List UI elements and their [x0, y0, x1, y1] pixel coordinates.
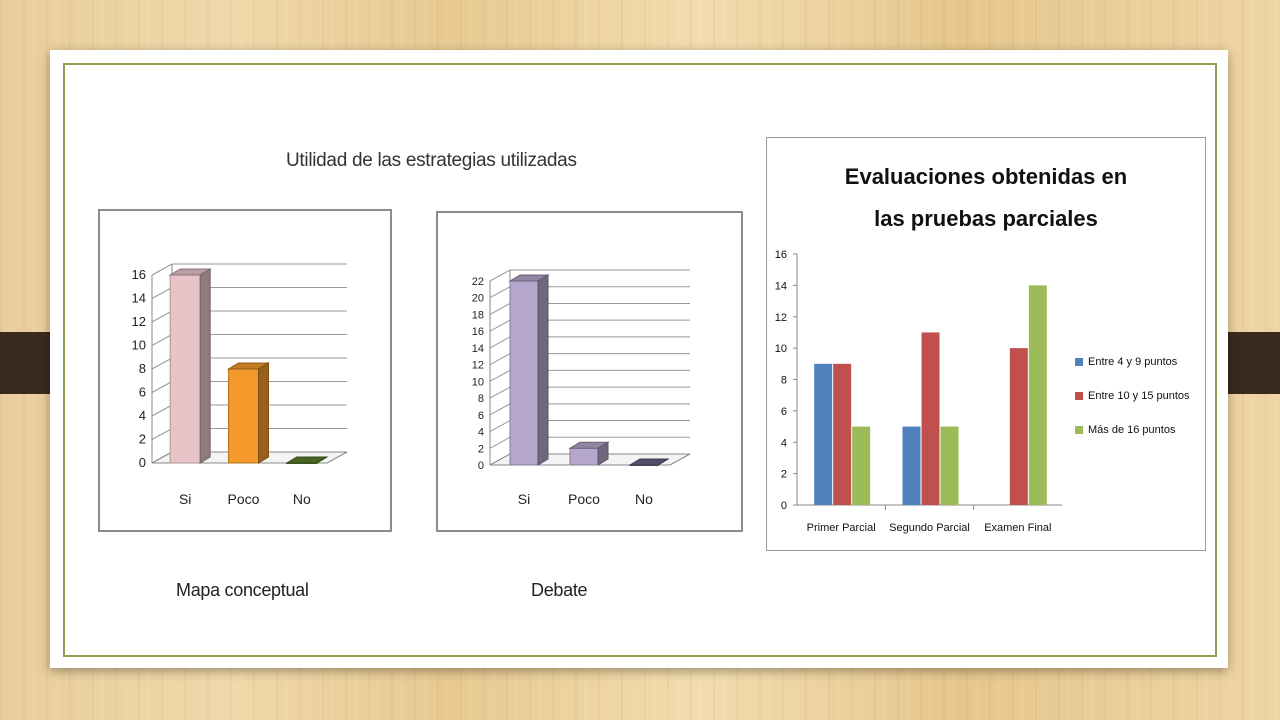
legend-item: Entre 4 y 9 puntos — [1075, 345, 1190, 379]
debate-panel: 0 2 4 6 8 10 12 14 16 18 20 22 Si Poco No — [436, 211, 743, 532]
y-tick-label: 14 — [132, 291, 146, 306]
evaluaciones-chart-panel: Evaluaciones obtenidas en las pruebas pa… — [766, 137, 1206, 551]
legend-label: Entre 10 y 15 puntos — [1088, 390, 1190, 402]
y-tick-label: 4 — [478, 427, 484, 439]
bar — [169, 274, 201, 464]
bar — [833, 363, 852, 505]
y-tick-label: 2 — [478, 443, 484, 455]
bar — [569, 447, 599, 466]
gridline-side — [489, 403, 511, 416]
gridline-side — [489, 386, 511, 399]
x-category-label: No — [635, 491, 653, 507]
x-category-label: No — [293, 491, 311, 507]
y-tick-label: 0 — [781, 500, 787, 512]
y-tick-label: 6 — [781, 406, 787, 418]
bar-side — [657, 458, 669, 466]
y-tick-label: 2 — [139, 432, 146, 447]
y-tick-label: 8 — [139, 361, 146, 376]
y-tick-label: 12 — [472, 360, 484, 372]
gridline-side — [489, 269, 511, 282]
bar — [852, 426, 871, 505]
y-tick-label: 14 — [472, 343, 484, 355]
y-tick-label: 6 — [478, 410, 484, 422]
gridline-side — [151, 287, 173, 299]
y-tick-label: 4 — [781, 437, 787, 449]
mapa-conceptual-chart: 0 2 4 6 8 10 12 14 16 Si Poco No — [132, 263, 348, 507]
y-tick-label: 0 — [478, 460, 484, 472]
gridline-side — [489, 319, 511, 332]
gridline-side — [489, 336, 511, 349]
y-tick-label: 10 — [775, 343, 787, 355]
y-tick-label: 18 — [472, 309, 484, 321]
y-tick-label: 12 — [775, 312, 787, 324]
bar-side — [537, 274, 549, 466]
y-tick-label: 16 — [775, 249, 787, 261]
x-category-label: Si — [518, 491, 530, 507]
x-category-label: Primer Parcial — [807, 522, 876, 534]
x-category-label: Poco — [568, 491, 600, 507]
legend-label: Más de 16 puntos — [1088, 424, 1176, 436]
legend-label: Entre 4 y 9 puntos — [1088, 356, 1178, 368]
evaluaciones-legend: Entre 4 y 9 puntos Entre 10 y 15 puntos … — [1075, 345, 1190, 447]
legend-swatch — [1075, 392, 1083, 400]
x-category-label: Examen Final — [984, 522, 1051, 534]
bar — [228, 368, 259, 464]
y-tick-label: 2 — [781, 469, 787, 481]
slide-frame — [63, 63, 1217, 657]
gridline-side — [489, 303, 511, 315]
bar-side — [316, 456, 328, 464]
gridline-side — [151, 334, 173, 346]
mapa-conceptual-panel: 0 2 4 6 8 10 12 14 16 Si Poco No — [98, 209, 392, 532]
bar — [1028, 285, 1047, 505]
bar-side — [597, 441, 609, 466]
y-tick-label: 14 — [775, 280, 787, 292]
mapa-conceptual-caption: Mapa conceptual — [176, 580, 309, 600]
debate-caption: Debate — [531, 580, 588, 600]
gridline-side — [151, 428, 173, 440]
bar — [509, 280, 539, 466]
y-tick-label: 12 — [132, 314, 146, 329]
bar-side — [258, 362, 269, 464]
y-tick-label: 4 — [139, 408, 146, 423]
legend-item: Entre 10 y 15 puntos — [1075, 379, 1190, 413]
gridline-side — [151, 381, 173, 393]
x-category-label: Poco — [228, 491, 260, 507]
gridline-side — [151, 357, 173, 370]
gridline-side — [489, 436, 511, 449]
bar — [814, 363, 833, 505]
gridline-side — [489, 286, 511, 299]
gridline-side — [489, 420, 511, 432]
gridline-side — [489, 369, 511, 382]
y-tick-label: 16 — [132, 267, 146, 282]
evaluaciones-chart-title: Evaluaciones obtenidas en las pruebas pa… — [767, 156, 1205, 240]
y-tick-label: 10 — [472, 376, 484, 388]
x-category-label: Si — [179, 491, 191, 507]
x-category-label: Segundo Parcial — [889, 522, 970, 534]
y-tick-label: 16 — [472, 326, 484, 338]
y-tick-label: 22 — [472, 276, 484, 288]
y-tick-label: 0 — [139, 455, 146, 470]
evaluaciones-chart: 0 2 4 6 8 10 12 14 16 Primer Parcial Segundo Parci… — [775, 249, 1062, 534]
legend-item: Más de 16 puntos — [1075, 413, 1190, 447]
bar — [902, 426, 921, 505]
bar — [940, 426, 959, 505]
left-charts-title: Utilidad de las estrategias utilizadas — [286, 150, 577, 171]
legend-swatch — [1075, 358, 1083, 366]
y-tick-label: 10 — [132, 338, 146, 353]
bar — [921, 332, 940, 505]
gridline-side — [151, 263, 173, 276]
y-tick-label: 6 — [139, 385, 146, 400]
bar-side — [199, 268, 211, 464]
debate-chart: 0 2 4 6 8 10 12 14 16 18 20 22 Si Poco No — [472, 269, 691, 507]
gridline-side — [151, 404, 173, 417]
y-tick-label: 20 — [472, 293, 484, 305]
legend-swatch — [1075, 426, 1083, 434]
gridline-side — [489, 353, 511, 366]
evaluaciones-title: Evaluaciones obtenidas en las pruebas pa… — [844, 164, 1128, 231]
gridline-side — [151, 310, 173, 323]
y-tick-label: 8 — [781, 375, 787, 387]
bar — [1009, 348, 1028, 505]
y-tick-label: 8 — [478, 393, 484, 405]
